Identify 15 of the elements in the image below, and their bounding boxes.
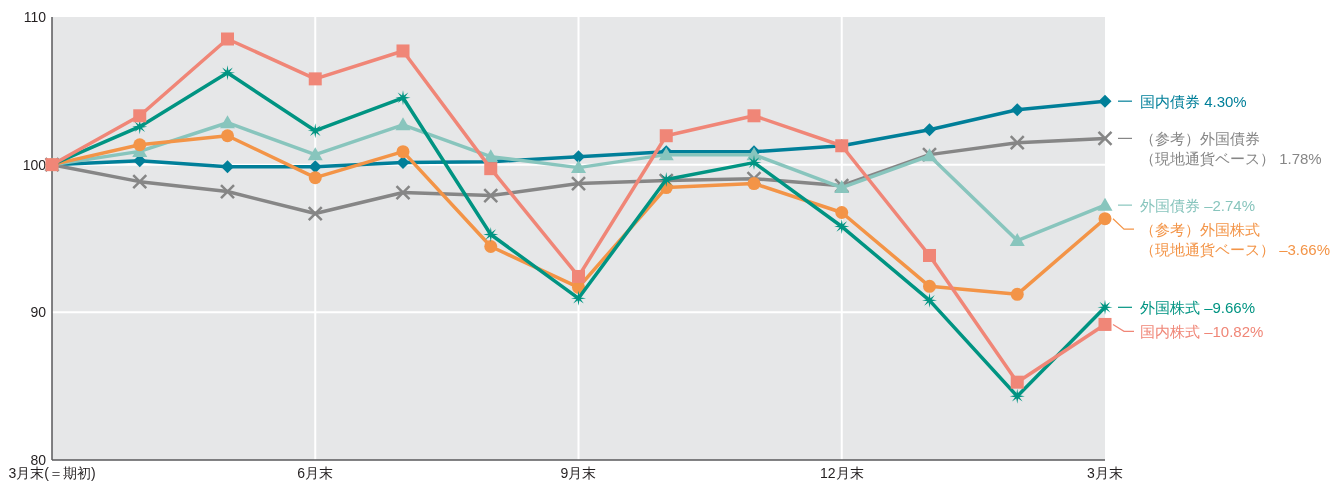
x-tick-label: 6月末 (297, 465, 334, 481)
x-tick-label: 9月末 (560, 465, 597, 481)
legend-label: （参考）外国債券（現地通貨ベース） 1.78% (1140, 129, 1322, 167)
legend-label: 外国株式 –9.66% (1140, 298, 1256, 316)
legend-label: 国内債券 4.30% (1140, 92, 1247, 110)
x-tick-label: 12月末 (819, 465, 864, 481)
legend-label: （参考）外国株式（現地通貨ベース） –3.66% (1140, 220, 1331, 258)
x-tick-label: 3月末(＝期初) (8, 465, 96, 481)
y-tick-label: 80 (30, 452, 47, 468)
y-tick-label: 100 (22, 156, 47, 173)
legend-label: 国内株式 –10.82% (1140, 322, 1264, 340)
y-tick-label: 90 (30, 304, 47, 321)
legend-label: 外国債券 –2.74% (1140, 196, 1256, 214)
y-tick-label: 110 (23, 9, 47, 25)
x-tick-label: 3月末 (1087, 465, 1123, 481)
